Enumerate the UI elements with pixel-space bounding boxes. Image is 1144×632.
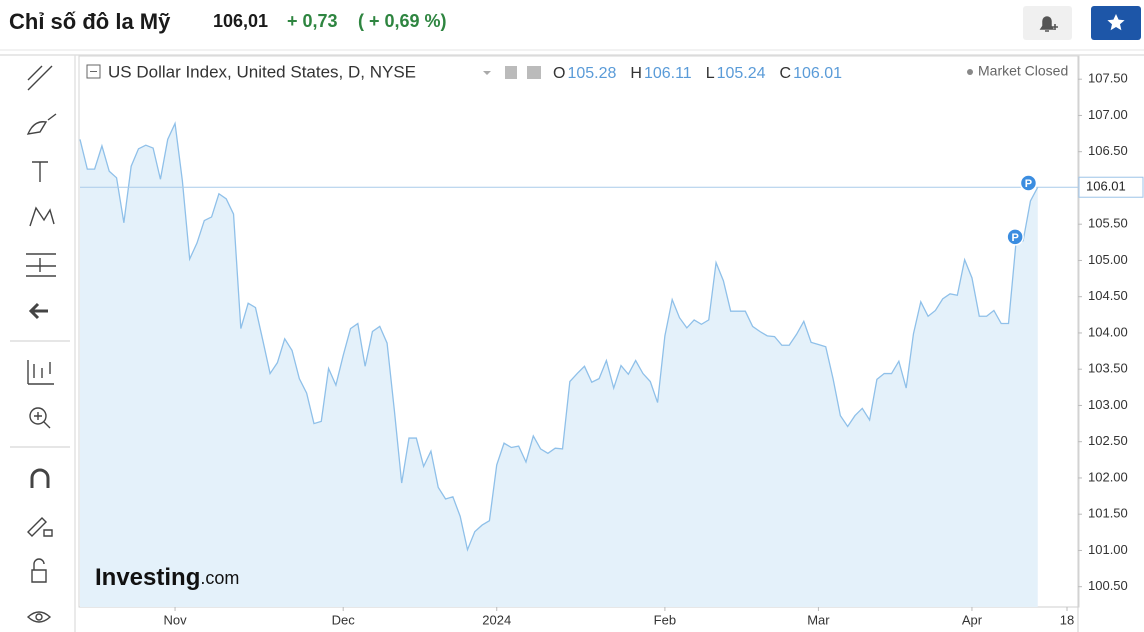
last-price-box [1078, 176, 1144, 198]
watermark-brand: Investing [95, 564, 200, 591]
y-tick-label: 101.00 [1088, 542, 1128, 557]
y-tick-label: 103.50 [1088, 361, 1128, 376]
watchlist-button[interactable] [1091, 6, 1141, 40]
tool-zoom-lens[interactable] [34, 412, 51, 429]
watermark-suffix: .com [200, 568, 239, 588]
tool-brush[interactable] [26, 113, 57, 135]
status-dot [967, 69, 973, 75]
ohlc-value: 105.28 [567, 65, 616, 82]
page-title: Chỉ số đô la Mỹ [9, 9, 171, 34]
icon-eye[interactable] [505, 66, 517, 79]
x-tick-label: Nov [163, 612, 187, 627]
y-tick-label: 104.00 [1088, 324, 1128, 339]
annotation-marker [1019, 174, 1038, 192]
y-tick-label: 100.50 [1088, 578, 1128, 593]
annotation-label: P [1011, 232, 1018, 244]
x-tick-label: Apr [962, 612, 983, 627]
ohlc-label: O [553, 65, 565, 82]
icon-settings[interactable] [527, 66, 541, 79]
tool-unlock[interactable] [31, 558, 47, 583]
price: 106,01 [213, 11, 268, 31]
plus-icon[interactable] [1052, 24, 1058, 30]
ohlc-label: L [706, 65, 715, 82]
x-tick-label: Feb [654, 612, 676, 627]
tool-zoom[interactable] [29, 407, 47, 425]
symbol-label: US Dollar Index, United States, D, NYSE [108, 62, 416, 81]
y-tick-label: 107.00 [1088, 107, 1128, 122]
y-tick-label: 104.50 [1088, 288, 1128, 303]
plot: PP [79, 121, 1078, 608]
toolbar [0, 54, 1144, 632]
tool-back[interactable] [28, 302, 48, 320]
tool-fib[interactable] [26, 253, 56, 277]
ohlc-label: H [630, 65, 642, 82]
ohlc-value: 105.24 [717, 65, 766, 82]
tool-lines[interactable] [27, 65, 53, 91]
y-tick-label: 102.00 [1088, 469, 1128, 484]
x-tick-label: Mar [807, 612, 830, 627]
ohlc-value: 106.11 [644, 65, 692, 82]
market-status: Market Closed [978, 63, 1068, 79]
tool-eye-pupil[interactable] [35, 613, 43, 621]
x-tick-label: 2024 [482, 612, 511, 627]
watermark: Investing.com [95, 564, 239, 591]
ohlc-legend: O 105.28 H 106.11 L 105.24 C 106.01 [553, 65, 842, 82]
y-tick-label: 105.00 [1088, 252, 1128, 267]
y-tick-label: 101.50 [1088, 506, 1128, 521]
tool-text[interactable] [32, 161, 48, 182]
bell-icon[interactable] [1039, 16, 1055, 32]
area [80, 123, 1038, 608]
annotation-marker [1006, 228, 1024, 246]
change: + 0,73 [287, 11, 338, 31]
tool-eye[interactable] [26, 611, 52, 623]
tool-lock-draw[interactable] [27, 517, 53, 537]
y-tick-label: 106.50 [1088, 143, 1128, 158]
last-price-label: 106.01 [1086, 179, 1126, 194]
tool-pattern[interactable] [29, 206, 55, 227]
ohlc-value: 106.01 [793, 65, 842, 82]
symbol-dropdown[interactable] [483, 71, 491, 75]
tool-indicators[interactable] [27, 360, 54, 385]
y-tick-label: 102.50 [1088, 433, 1128, 448]
ohlc-label: C [780, 65, 792, 82]
star-icon[interactable] [1107, 14, 1125, 31]
y-tick-label: 103.00 [1088, 397, 1128, 412]
line [79, 121, 1039, 552]
header-bg [0, 0, 1144, 50]
alert-button[interactable] [1023, 6, 1072, 40]
x-tick-label: Dec [332, 612, 356, 627]
x-tick-label: 18 [1060, 612, 1074, 627]
annotation-label: P [1025, 178, 1032, 190]
change-pct: ( + 0,69 %) [358, 11, 447, 31]
y-tick-label: 105.50 [1088, 216, 1128, 231]
tool-magnet[interactable] [30, 468, 50, 488]
y-tick-label: 107.50 [1088, 71, 1128, 86]
